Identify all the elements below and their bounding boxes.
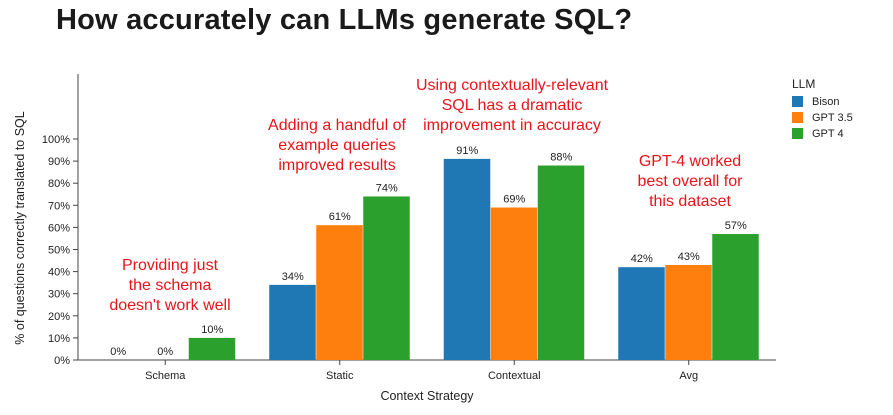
y-tick-label: 50% (48, 245, 70, 257)
annotation-line: SQL has a dramatic (442, 97, 583, 114)
legend-title: LLM (792, 77, 815, 91)
data-label: 61% (329, 211, 351, 223)
annotation: Using contextually-relevant SQL has a dra… (416, 77, 609, 134)
y-tick-label: 20% (48, 311, 70, 323)
bar-gpt-3-5-static (316, 225, 363, 360)
legend-entry: GPT 4 (812, 128, 844, 140)
annotations-group: Providing just the schema doesn't work wel… (109, 77, 743, 314)
y-tick-label: 60% (48, 222, 70, 234)
data-labels-group: 0% 0% 10% 34% 61% 74% 91% 69% 88% 42% 43% 57% (110, 145, 747, 358)
annotation-line: improved results (278, 157, 395, 174)
legend-entry: GPT 3.5 (812, 112, 853, 124)
chart-title: How accurately can LLMs generate SQL? (56, 4, 633, 36)
annotation-line: doesn't work well (109, 297, 230, 314)
bars-group (188, 158, 759, 360)
y-axis-ticks: 0% 10% 20% 30% 40% 50% 60% 70% 80% 90% 100% (42, 134, 78, 367)
legend: LLM Bison GPT 3.5 GPT 4 (792, 77, 853, 140)
bar-gpt-4-contextual (537, 165, 585, 360)
x-tick-label: Avg (679, 370, 698, 382)
data-label: 91% (456, 145, 478, 157)
bar-gpt-4-schema (188, 337, 236, 360)
annotation: Providing just the schema doesn't work wel… (109, 257, 230, 314)
data-label: 57% (725, 220, 747, 232)
data-label: 0% (110, 346, 126, 358)
annotation-line: improvement in accuracy (423, 117, 601, 134)
annotation: Adding a handful of example queries improv… (268, 117, 406, 174)
y-axis-title: % of questions correctly translated to S… (13, 111, 27, 344)
annotation-line: the schema (129, 277, 212, 294)
y-tick-label: 90% (48, 156, 70, 168)
bar-gpt-3-5-contextual (490, 207, 538, 360)
legend-entry: Bison (812, 96, 840, 108)
y-tick-label: 30% (48, 289, 70, 301)
data-label: 34% (282, 271, 304, 283)
y-tick-label: 10% (48, 333, 70, 345)
y-tick-label: 70% (48, 200, 70, 212)
bar-bison-avg (618, 267, 665, 360)
data-label: 88% (550, 152, 572, 164)
annotation-line: example queries (278, 137, 395, 154)
annotation-line: GPT-4 worked (639, 153, 741, 170)
data-label: 0% (157, 346, 173, 358)
bar-bison-contextual (443, 158, 491, 360)
data-label: 10% (201, 324, 223, 336)
x-tick-label: Schema (145, 370, 186, 382)
bar-bison-static (269, 284, 316, 360)
data-label: 43% (678, 251, 700, 263)
data-label: 74% (376, 182, 398, 194)
x-axis-ticks: Schema Static Contextual Avg (145, 360, 698, 382)
y-tick-label: 40% (48, 267, 70, 279)
annotation: GPT-4 worked best overall for this dataset (638, 153, 744, 210)
annotation-line: this dataset (649, 193, 731, 210)
legend-swatch (792, 112, 803, 123)
bar-gpt-3-5-avg (665, 264, 712, 360)
y-tick-label: 100% (42, 134, 70, 146)
x-axis-title: Context Strategy (380, 389, 474, 403)
bar-gpt-4-static (363, 196, 410, 360)
legend-swatch (792, 128, 803, 139)
x-tick-label: Static (326, 370, 354, 382)
bar-gpt-4-avg (712, 234, 759, 360)
legend-swatch (792, 96, 803, 107)
data-label: 69% (503, 194, 525, 206)
annotation-line: Using contextually-relevant (416, 77, 609, 94)
annotation-line: best overall for (638, 173, 744, 190)
y-tick-label: 0% (54, 355, 70, 367)
annotation-line: Providing just (122, 257, 219, 274)
annotation-line: Adding a handful of (268, 117, 406, 134)
y-tick-label: 80% (48, 178, 70, 190)
data-label: 42% (631, 253, 653, 265)
x-tick-label: Contextual (488, 370, 541, 382)
